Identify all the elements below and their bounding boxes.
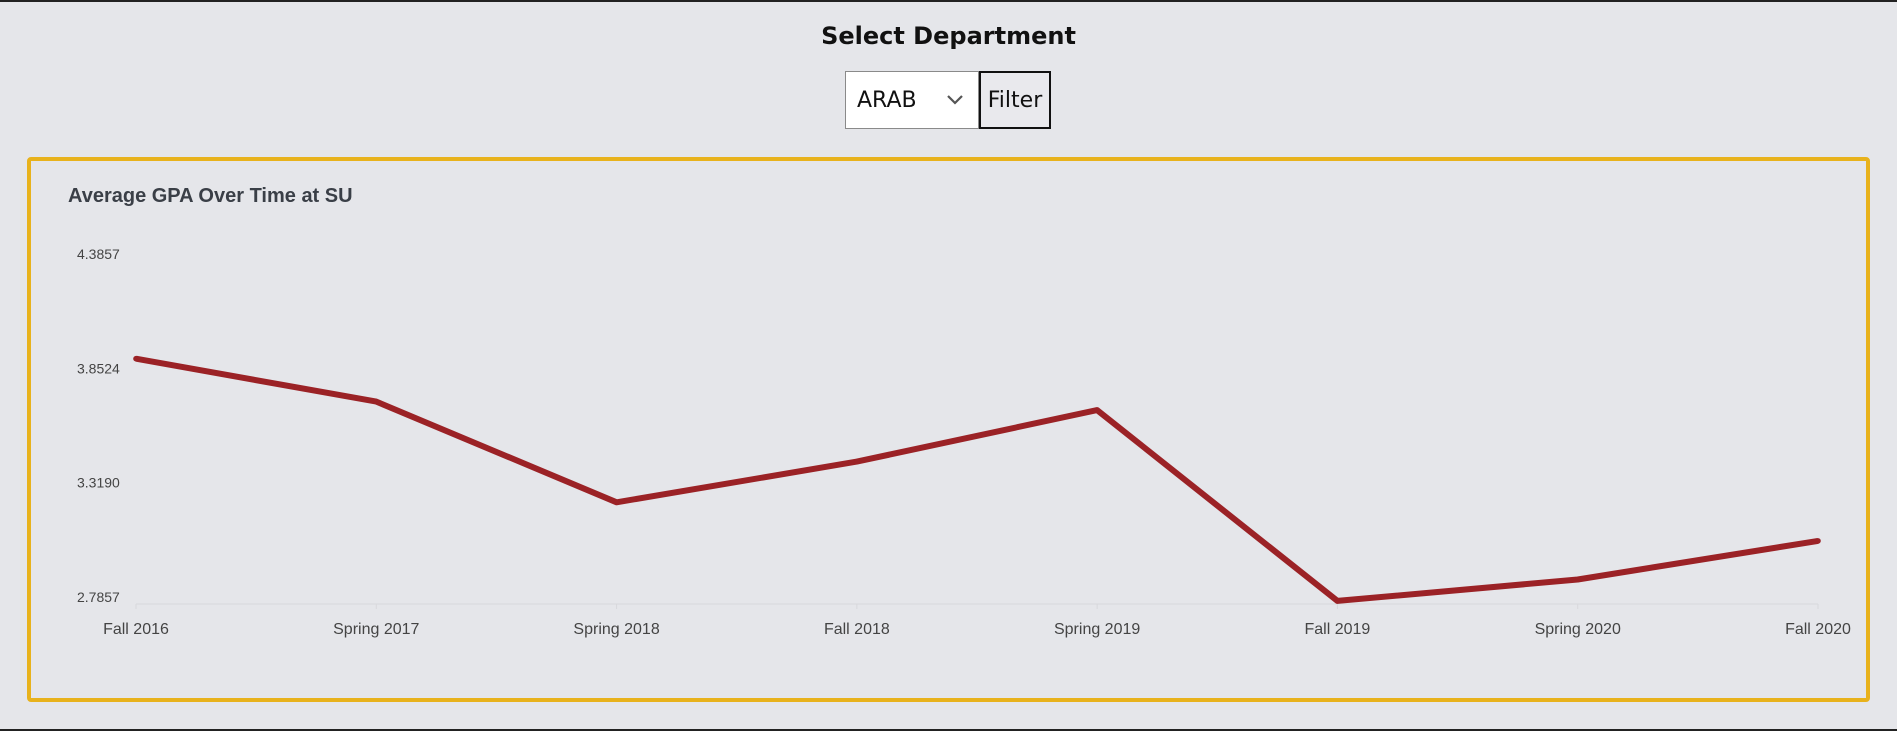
filter-button[interactable]: Filter: [979, 71, 1051, 129]
filter-controls: ARAB Filter: [845, 71, 1051, 129]
x-tick-label: Fall 2020: [1785, 621, 1851, 638]
series-layer: [133, 355, 1821, 604]
data-point[interactable]: [1334, 598, 1341, 604]
y-tick-label: 3.3190: [77, 475, 120, 491]
series-line: [135, 355, 1819, 604]
department-select[interactable]: ARAB: [845, 71, 979, 129]
chevron-down-icon: [947, 95, 963, 105]
chart-title: Average GPA Over Time at SU: [68, 185, 353, 207]
x-tick-label: Fall 2018: [824, 621, 890, 638]
y-tick-label: 4.3857: [77, 246, 120, 262]
x-tick-label: Fall 2019: [1305, 621, 1371, 638]
chart-card: [27, 157, 1870, 702]
data-point[interactable]: [854, 458, 860, 465]
x-tick-label: Spring 2019: [1054, 621, 1140, 638]
y-tick-label: 2.7857: [77, 589, 120, 605]
x-tick-label: Spring 2020: [1535, 621, 1621, 638]
y-axis: 4.3857 3.8524 3.3190 2.7857: [77, 246, 120, 605]
data-point[interactable]: [613, 499, 620, 506]
data-point[interactable]: [373, 398, 380, 405]
y-tick-label: 3.8524: [77, 360, 120, 376]
header-title: Select Department: [821, 22, 1076, 50]
data-point[interactable]: [1574, 576, 1581, 583]
data-point[interactable]: [1815, 538, 1821, 544]
department-select-value: ARAB: [857, 87, 917, 113]
data-point[interactable]: [1094, 407, 1100, 413]
x-axis: Fall 2016 Spring 2017 Spring 2018 Fall 2018…: [103, 603, 1851, 638]
data-point[interactable]: [133, 355, 139, 362]
x-tick-label: Fall 2016: [103, 621, 169, 638]
x-tick-label: Spring 2018: [573, 621, 659, 638]
x-tick-label: Spring 2017: [333, 621, 419, 638]
